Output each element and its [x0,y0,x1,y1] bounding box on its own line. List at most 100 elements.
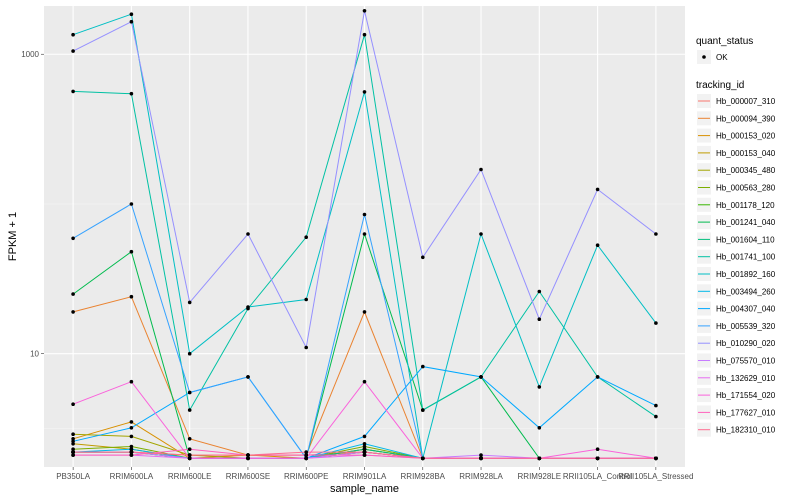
x-tick-label: RRIM928LE [518,472,562,481]
data-point [129,450,134,454]
data-point [129,453,134,457]
data-point [129,294,134,299]
data-point [362,310,367,314]
data-point [362,434,367,439]
legend-label: Hb_000153_040 [716,149,776,158]
data-point [362,444,367,449]
legend-item: Hb_132629_010 [697,370,776,385]
legend-item: Hb_177627_010 [697,405,776,420]
legend-item: Hb_003494_260 [697,284,776,299]
legend-label: Hb_000345_480 [716,166,776,175]
legend-label-ok: OK [716,53,728,62]
data-point [595,456,600,461]
data-point [362,90,367,94]
data-point [129,444,134,449]
legend-label: Hb_001741_100 [716,253,776,262]
legend-item: Hb_000153_040 [697,145,776,160]
data-point [71,49,75,53]
legend-item: Hb_001741_100 [697,249,776,264]
data-point [71,89,75,94]
data-point [654,403,658,408]
data-point [246,305,250,309]
data-point [537,426,542,430]
legend: quant_status OK tracking_id Hb_000007_31… [696,36,776,437]
data-point [479,453,483,457]
legend-item: Hb_000563_280 [697,180,776,195]
x-tick-label: PB350LA [56,472,90,481]
data-point [362,212,367,217]
legend-item: Hb_005539_320 [697,318,776,333]
y-tick-label: 10 [30,350,39,359]
data-point [187,437,192,441]
x-tick-label: RRIM600SE [226,472,270,481]
data-point [304,453,309,457]
data-point [654,232,658,236]
data-point [362,442,367,446]
data-point [362,232,367,236]
data-point [479,167,483,172]
data-point [537,385,542,389]
data-point [71,236,75,241]
x-tick-label: RRIM928LA [459,472,503,481]
data-point [421,255,425,260]
data-point [595,187,600,192]
legend-item: Hb_000094_390 [697,111,776,126]
legend-item: Hb_001241_040 [697,215,776,230]
legend-title-quant-status: quant_status [696,36,753,47]
data-point [187,453,192,457]
x-tick-label: RRIM600LA [110,472,154,481]
data-point [71,450,75,454]
data-point [246,456,250,461]
x-tick-label: RRIM600LE [168,472,212,481]
data-point [362,32,367,37]
data-point [362,450,367,454]
legend-label: Hb_004307_040 [716,305,776,314]
legend-label: Hb_171554_020 [716,391,776,400]
data-point [246,453,250,457]
legend-label: Hb_001241_040 [716,218,776,227]
data-point [595,447,600,452]
data-point [71,439,75,444]
legend-label: Hb_182310_010 [716,426,776,435]
y-axis-ticks: 10 1000 [21,50,44,359]
legend-point-ok-icon [702,55,706,59]
legend-item: Hb_075570_010 [697,353,776,368]
data-point [479,375,483,379]
data-point [71,442,75,446]
data-point [187,351,192,356]
data-points [71,9,658,461]
legend-label: Hb_000563_280 [716,184,776,193]
data-point [304,297,309,302]
data-point [304,450,309,454]
legend-label: Hb_000007_310 [716,97,776,106]
data-point [246,232,250,236]
data-point [654,414,658,419]
legend-item: Hb_001178_120 [697,197,775,212]
data-point [187,300,192,305]
data-point [129,12,134,16]
data-point [187,456,192,461]
data-point [129,19,134,24]
x-tick-label: RRII105LA_Control [563,472,633,481]
legend-title-tracking-id: tracking_id [696,80,744,91]
y-axis-title: FPKM + 1 [7,212,19,261]
data-point [362,447,367,452]
legend-item: Hb_010290_020 [697,336,776,351]
legend-item: Hb_171554_020 [697,388,776,403]
data-point [421,456,425,461]
legend-item: Hb_000345_480 [697,163,776,178]
data-point [71,437,75,441]
x-tick-label: RRIM928BA [401,472,446,481]
data-point [246,375,250,379]
data-point [362,9,367,13]
data-point [129,434,134,439]
data-point [421,408,425,412]
data-point [187,447,192,452]
data-point [304,235,309,239]
legend-label: Hb_132629_010 [716,374,776,383]
x-tick-label: RRIM600PE [284,472,328,481]
data-point [129,202,134,206]
legend-item: Hb_001892_160 [697,267,776,281]
legend-item: Hb_001604_110 [697,232,775,247]
